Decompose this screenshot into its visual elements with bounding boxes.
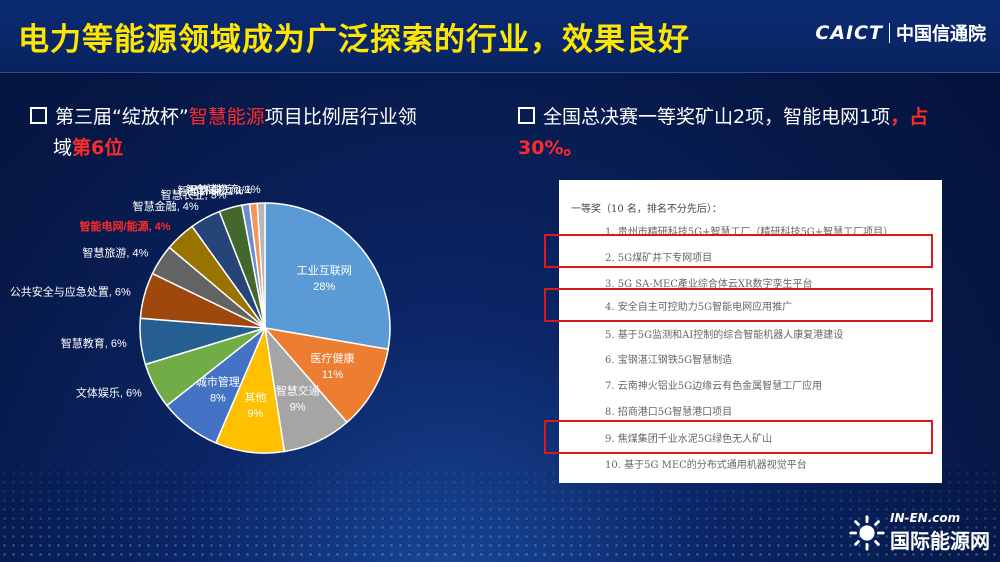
- award-item: 4. 安全自主可控助力5G智能电网应用推广: [605, 302, 793, 313]
- pie-slice-label: 医疗健康: [311, 351, 355, 365]
- right-bullet-highlight-2: 30%。: [518, 137, 583, 159]
- pie-slice: [264, 202, 391, 351]
- right-bullet: 全国总决赛一等奖矿山2项，智能电网1项，占 30%。: [518, 102, 978, 164]
- right-bullet-highlight-1: ，占: [890, 106, 929, 128]
- pie-slice-label: 其他: [244, 391, 266, 404]
- pie-slice-label: 公共安全与应急处置, 6%: [10, 285, 131, 299]
- left-bullet-highlight-2: 第6位: [72, 137, 124, 159]
- pie-slice-value: 11%: [322, 369, 343, 381]
- slide-header: 电力等能源领域成为广泛探索的行业，效果良好 CAICT 中国信通院: [0, 0, 1000, 73]
- award-item: 1. 贵州市精研科技5G+智慧工厂（精研科技5G+智慧工厂项目）: [605, 227, 894, 238]
- award-item: 9. 焦煤集团千业水泥5G绿色无人矿山: [605, 434, 773, 445]
- pie-slice-label: 工业互联网: [297, 264, 352, 277]
- left-bullet-text-1: 第三届“绽放杯”: [55, 106, 189, 128]
- left-bullet: 第三届“绽放杯”智慧能源项目比例居行业领 域第6位: [30, 102, 480, 164]
- pie-slice-label: 智慧金融, 4%: [133, 199, 199, 213]
- left-bullet-text-3: 域: [53, 137, 73, 159]
- bullet-square-icon: [30, 107, 47, 124]
- award-item: 7. 云南神火铝业5G边缘云有色金属智慧工厂应用: [605, 381, 823, 392]
- pie-slice-label: 智慧家庭, 1%: [186, 183, 252, 197]
- slide-title: 电力等能源领域成为广泛探索的行业，效果良好: [18, 22, 690, 58]
- pie-slice: [256, 202, 266, 329]
- left-bullet-highlight-1: 智慧能源: [188, 106, 265, 128]
- award-item: 10. 基于5G MEC的分布式通用机器视觉平台: [605, 460, 807, 471]
- pie-slice-label: 文体娱乐, 6%: [76, 385, 142, 399]
- pie-slice-value: 28%: [313, 281, 335, 293]
- right-bullet-text-1: 全国总决赛一等奖矿山2项，智能电网1项: [543, 106, 891, 128]
- award-item: 6. 宝钢湛江钢铁5G智慧制造: [605, 355, 733, 366]
- pie-slice-label: 智慧环保, 1%: [177, 184, 243, 198]
- logo-divider: [889, 23, 890, 43]
- pie-slice-label: 智慧交通: [276, 383, 320, 397]
- highlight-box-mine: [544, 234, 933, 268]
- highlight-box-mine-2: [544, 420, 933, 454]
- watermark-text-en: IN-EN.com: [890, 511, 961, 525]
- sun-logo-icon: [849, 514, 885, 551]
- award-item: 8. 招商港口5G智慧港口项目: [605, 407, 733, 418]
- pie-slice-label: 智慧旅游, 4%: [82, 245, 148, 259]
- pie-slice-value: 8%: [210, 393, 226, 405]
- logo-text-cn: 中国信通院: [896, 24, 986, 45]
- bullet-square-icon: [518, 107, 535, 124]
- left-bullet-text-2: 项目比例居行业领: [264, 106, 417, 128]
- award-item: 3. 5G SA-MEC產业综合体云XR数字孪生平台: [605, 279, 813, 290]
- logo-text-en: CAICT: [815, 22, 883, 44]
- award-item: 2. 5G煤矿井下专网项目: [605, 253, 713, 264]
- pie-slice-label: 智能电网/能源, 4%: [80, 219, 171, 233]
- pie-slice: [263, 326, 390, 424]
- watermark-text-cn: 国际能源网: [890, 529, 990, 553]
- award-item: 5. 基于5G监测和AI控制的综合智能机器人康复港建设: [605, 330, 844, 341]
- award-list-panel: 一等奖（10 名，排名不分先后）： 1. 贵州市精研科技5G+智慧工厂（精研科技…: [559, 180, 942, 483]
- pie-slice-label: 仓储物流, 1%: [195, 182, 261, 196]
- pie-slice-value: 9%: [290, 401, 306, 413]
- highlight-box-grid: [544, 288, 933, 322]
- caict-logo: CAICT 中国信通院: [815, 18, 986, 48]
- in-en-watermark: IN-EN.com 国际能源网: [848, 511, 990, 554]
- award-list-heading: 一等奖（10 名，排名不分先后）：: [571, 204, 722, 215]
- pie-slice-label: 城市管理: [196, 375, 240, 389]
- industry-pie-chart: 工业互联网 28% 医疗健康 11%智慧交通 9% 其他 9% 城市管理 8% 文体娱乐, 6% 智…: [10, 182, 391, 454]
- pie-slice-label: 智慧教育, 6%: [61, 336, 127, 350]
- pie-slice-value: 9%: [247, 408, 263, 420]
- pie-slice-label: 智慧农业, 3%: [161, 187, 227, 201]
